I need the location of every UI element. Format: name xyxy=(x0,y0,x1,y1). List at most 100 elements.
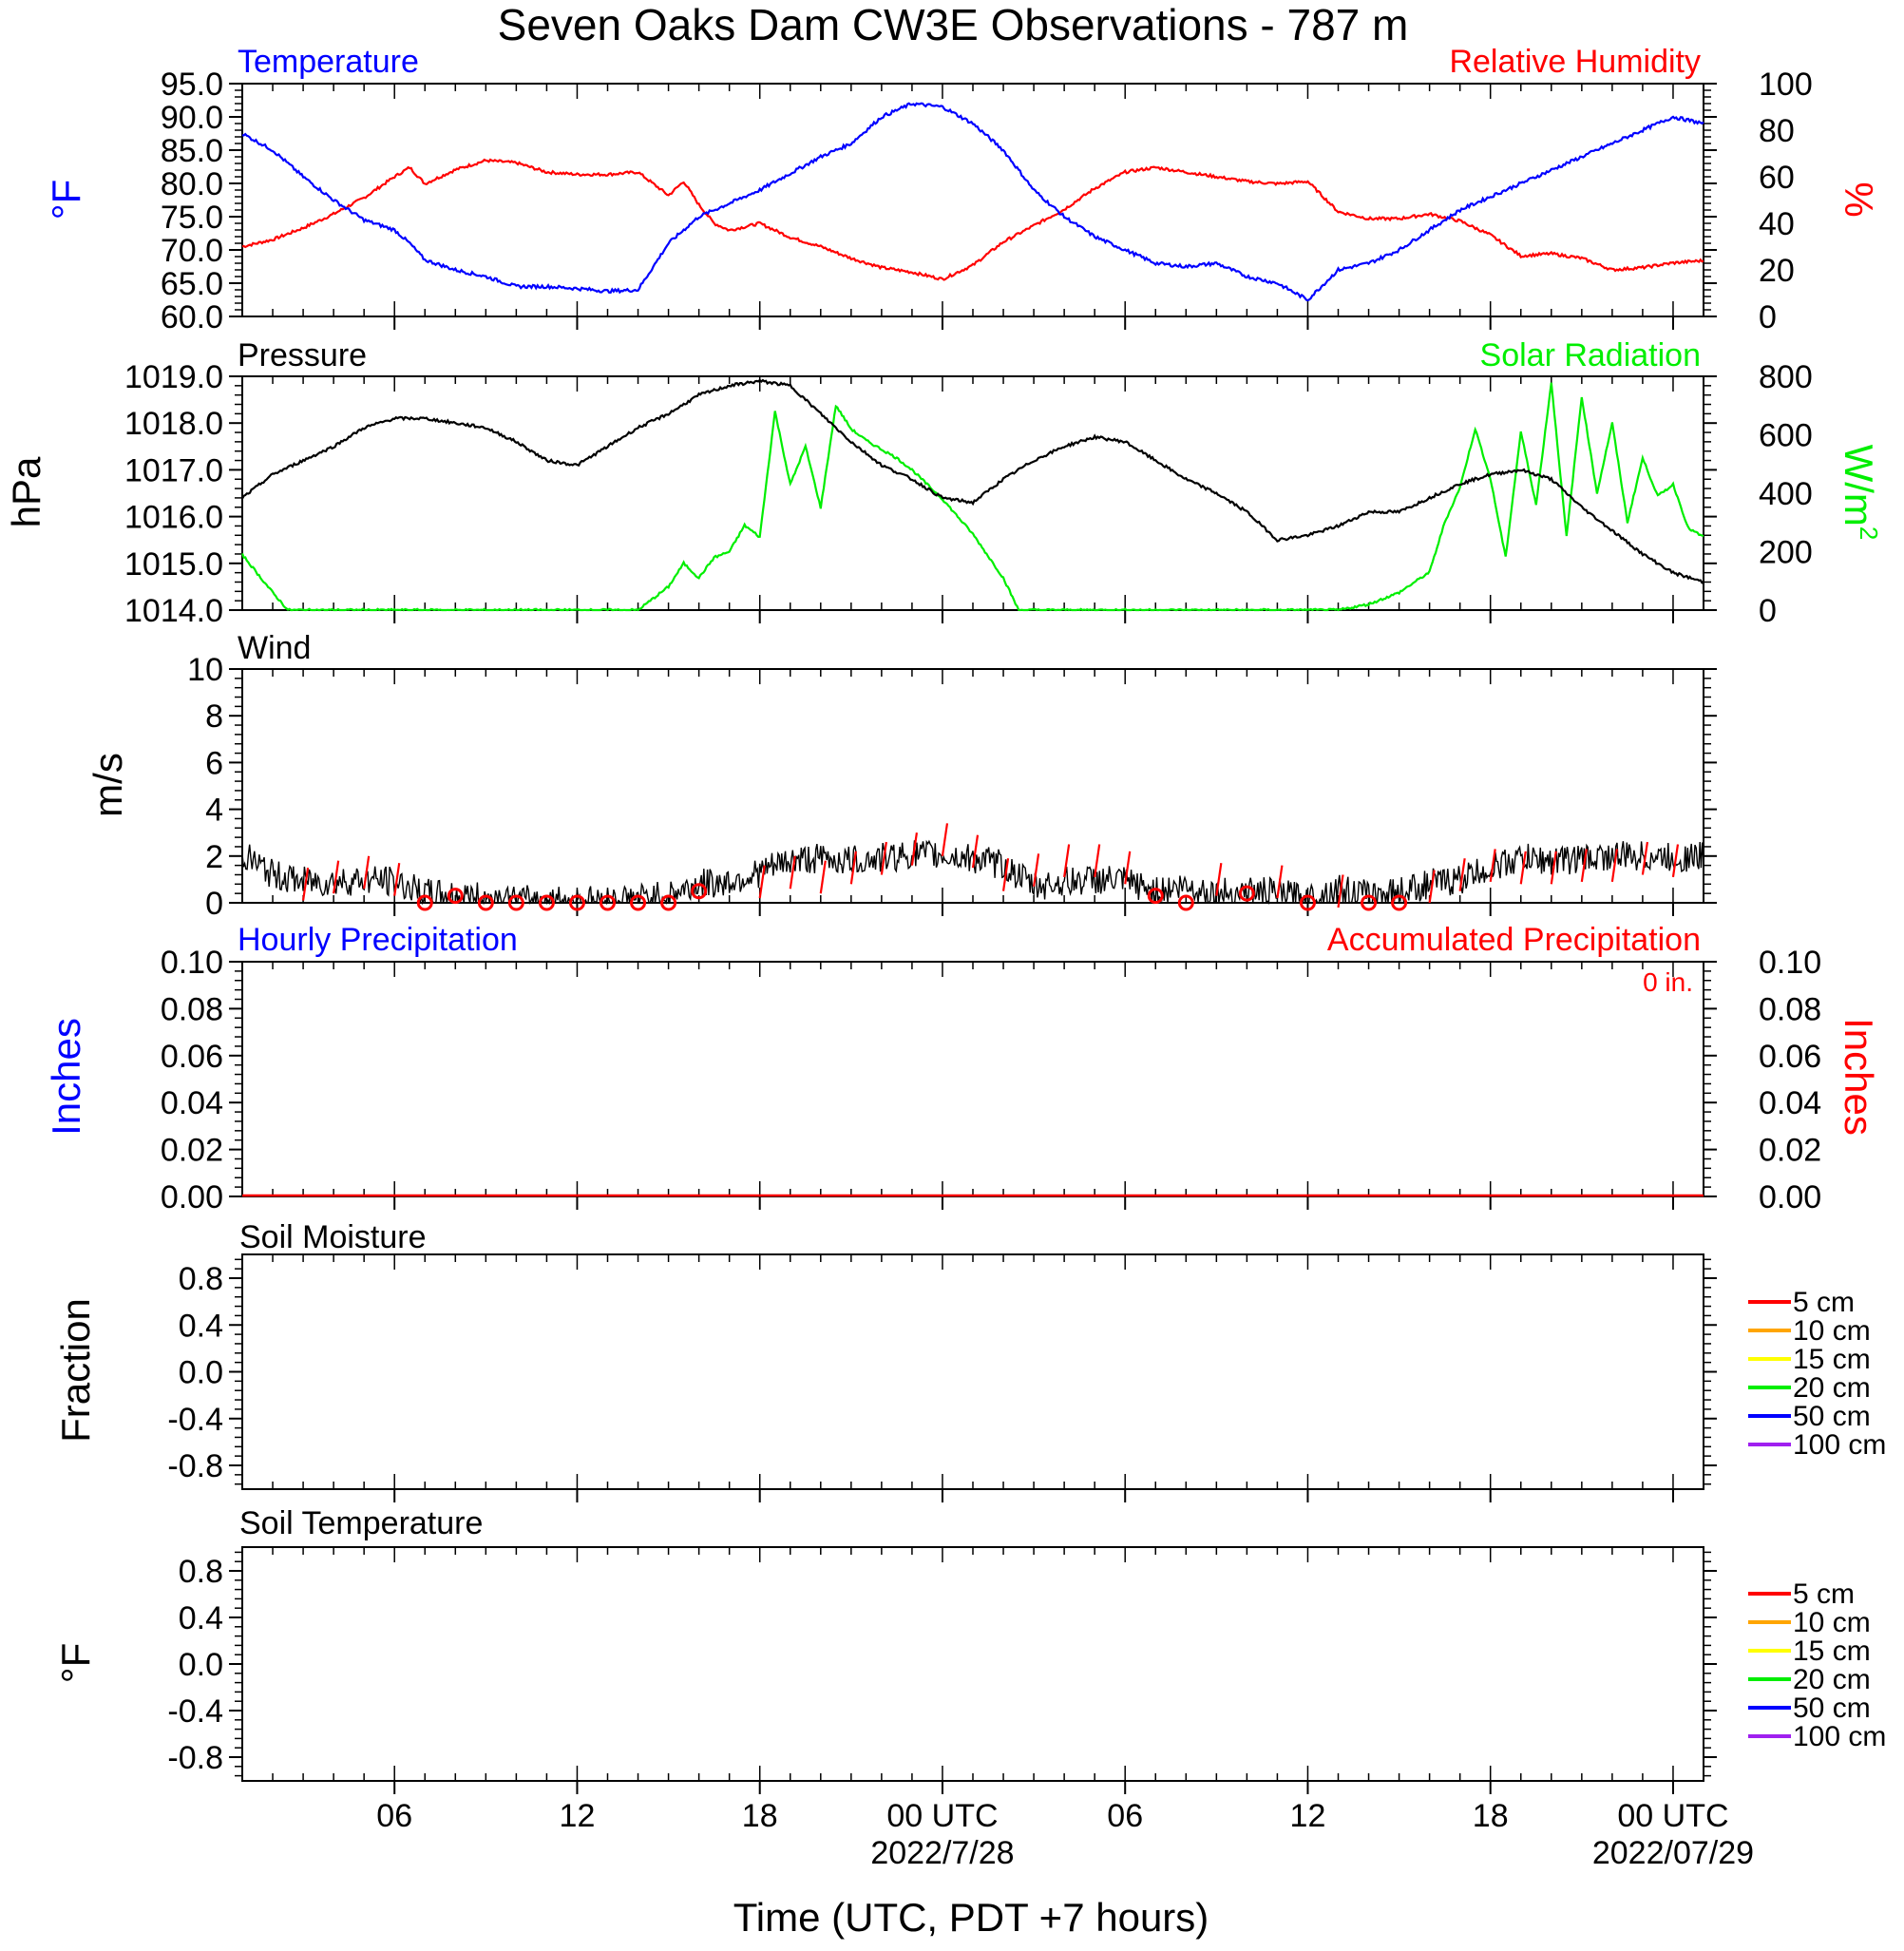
hourly-precip-tick-labels: 0.10 0.08 0.06 0.04 0.02 0.00 xyxy=(161,945,223,1215)
calm-wind-circle xyxy=(1147,888,1164,905)
pressure-title: Pressure xyxy=(238,337,367,373)
y-tick-label-right: 80 xyxy=(1759,113,1795,149)
legend-label: 20 cm xyxy=(1793,1664,1871,1695)
x-tick-label: 00 UTC xyxy=(886,1798,998,1834)
y-tick-label-right: 800 xyxy=(1759,359,1813,395)
y-tick-label: 0.8 xyxy=(179,1554,223,1590)
hourly-precip-axis-label: Inches xyxy=(44,1018,88,1136)
wind-tick-labels: 10 8 6 4 2 0 xyxy=(187,652,223,922)
y-tick-label: 1016.0 xyxy=(124,500,223,536)
y-tick-label-right: 0.02 xyxy=(1759,1133,1821,1169)
y-tick-label: 1019.0 xyxy=(124,359,223,395)
wind-barb xyxy=(1276,865,1284,899)
precipitation-plot xyxy=(229,961,1717,1210)
calm-wind-circle xyxy=(477,894,494,911)
y-tick-label: -0.8 xyxy=(167,1740,223,1776)
wind-barb xyxy=(1001,858,1010,891)
calm-wind-circle xyxy=(1238,885,1255,902)
y-tick-label: 1014.0 xyxy=(124,593,223,629)
wind-barb xyxy=(1094,844,1101,878)
wind-barb xyxy=(1610,849,1618,883)
solar-axis-unit-sup: 2 xyxy=(1855,526,1883,540)
y-tick-label-right: 0.06 xyxy=(1759,1039,1821,1075)
temperature-humidity-plot xyxy=(229,83,1717,330)
soil-moisture-plot xyxy=(229,1253,1717,1502)
accum-precip-title: Accumulated Precipitation xyxy=(1327,922,1701,958)
y-tick-label: 0.4 xyxy=(179,1308,223,1344)
wind-barb xyxy=(1032,853,1040,887)
wind-plot xyxy=(229,668,1717,916)
wind-barb xyxy=(1641,841,1649,875)
y-tick-label: 2 xyxy=(205,839,223,875)
pressure-tick-labels: 1019.0 1018.0 1017.0 1016.0 1015.0 1014.0 xyxy=(124,359,223,629)
y-tick-label: 95.0 xyxy=(161,67,223,103)
y-tick-label: 0.4 xyxy=(179,1600,223,1636)
legend-label: 15 cm xyxy=(1793,1344,1871,1375)
wind-barb xyxy=(880,841,887,875)
y-tick-label: 4 xyxy=(205,793,223,829)
y-tick-label: 85.0 xyxy=(161,133,223,169)
y-tick-label: 75.0 xyxy=(161,200,223,236)
soil-moisture-tick-labels: 0.8 0.4 0.0 -0.4 -0.8 xyxy=(167,1261,223,1484)
y-tick-label-right: 600 xyxy=(1759,418,1813,454)
y-tick-label: 60.0 xyxy=(161,299,223,335)
y-tick-label: -0.4 xyxy=(167,1693,223,1730)
calm-wind-circle xyxy=(600,894,616,911)
x-tick-label: 12 xyxy=(560,1798,596,1834)
humidity-axis-label: % xyxy=(1837,182,1881,217)
temperature-line xyxy=(241,102,1704,302)
y-tick-label: 0.00 xyxy=(161,1179,223,1215)
x-tick-label: 18 xyxy=(1473,1798,1509,1834)
y-tick-label: 0.10 xyxy=(161,945,223,981)
soil-moisture-title: Soil Moisture xyxy=(239,1219,427,1255)
wind-barb xyxy=(393,863,401,896)
soil-temperature-panel: Soil Temperature °F 0.8 0.4 0.0 -0.4 -0.8 5 … xyxy=(53,1505,1886,1794)
wind-barb xyxy=(1519,851,1527,885)
wind-barb xyxy=(789,855,796,889)
wind-barb xyxy=(1215,863,1223,896)
wind-barb xyxy=(1580,849,1588,883)
wind-barb xyxy=(1337,874,1344,909)
solar-title: Solar Radiation xyxy=(1480,337,1701,373)
x-tick-label: 18 xyxy=(742,1798,778,1834)
calm-wind-circle xyxy=(1299,894,1316,911)
humidity-title: Relative Humidity xyxy=(1449,44,1701,80)
calm-wind-circle xyxy=(538,894,555,911)
wind-barb xyxy=(910,832,919,866)
x-date-label: 2022/7/28 xyxy=(870,1835,1014,1871)
wind-barb xyxy=(849,851,857,885)
y-tick-label: 90.0 xyxy=(161,100,223,136)
wind-panel: Wind m/s 10 8 6 4 2 0 xyxy=(86,630,1717,922)
soil-moisture-panel: Soil Moisture Fraction 0.8 0.4 0.0 -0.4 -0.8… xyxy=(53,1219,1886,1502)
y-tick-label-right: 0 xyxy=(1759,593,1777,629)
y-tick-label: 10 xyxy=(187,652,223,688)
x-tick-label: 12 xyxy=(1290,1798,1326,1834)
solar-radiation-line xyxy=(240,382,1704,612)
wind-barb xyxy=(971,834,980,869)
y-tick-label: 0.8 xyxy=(179,1261,223,1297)
calm-wind-circle xyxy=(447,888,464,905)
wind-axis-label: m/s xyxy=(86,753,130,817)
legend-label: 50 cm xyxy=(1793,1693,1871,1724)
calm-wind-circle xyxy=(568,894,585,911)
y-tick-label: 8 xyxy=(205,698,223,735)
wind-barb xyxy=(363,855,371,889)
soil-moisture-axis-label: Fraction xyxy=(53,1298,98,1443)
pressure-line xyxy=(241,378,1704,584)
y-tick-label-right: 0.04 xyxy=(1759,1085,1821,1121)
y-tick-label-right: 0.00 xyxy=(1759,1179,1821,1215)
wind-title: Wind xyxy=(238,630,311,666)
legend-label: 15 cm xyxy=(1793,1635,1871,1667)
y-tick-label: 0.06 xyxy=(161,1039,223,1075)
legend-label: 50 cm xyxy=(1793,1401,1871,1432)
legend-label: 100 cm xyxy=(1793,1429,1886,1461)
wind-barb xyxy=(819,860,827,894)
y-tick-label: 6 xyxy=(205,745,223,781)
solar-tick-labels: 800 600 400 200 0 xyxy=(1759,359,1813,629)
soil-temperature-tick-labels: 0.8 0.4 0.0 -0.4 -0.8 xyxy=(167,1554,223,1776)
y-tick-label-right: 0 xyxy=(1759,299,1777,335)
pressure-solar-plot xyxy=(229,375,1717,623)
wind-barb xyxy=(1063,844,1071,878)
accum-precip-tick-labels: 0.10 0.08 0.06 0.04 0.02 0.00 xyxy=(1759,945,1821,1215)
